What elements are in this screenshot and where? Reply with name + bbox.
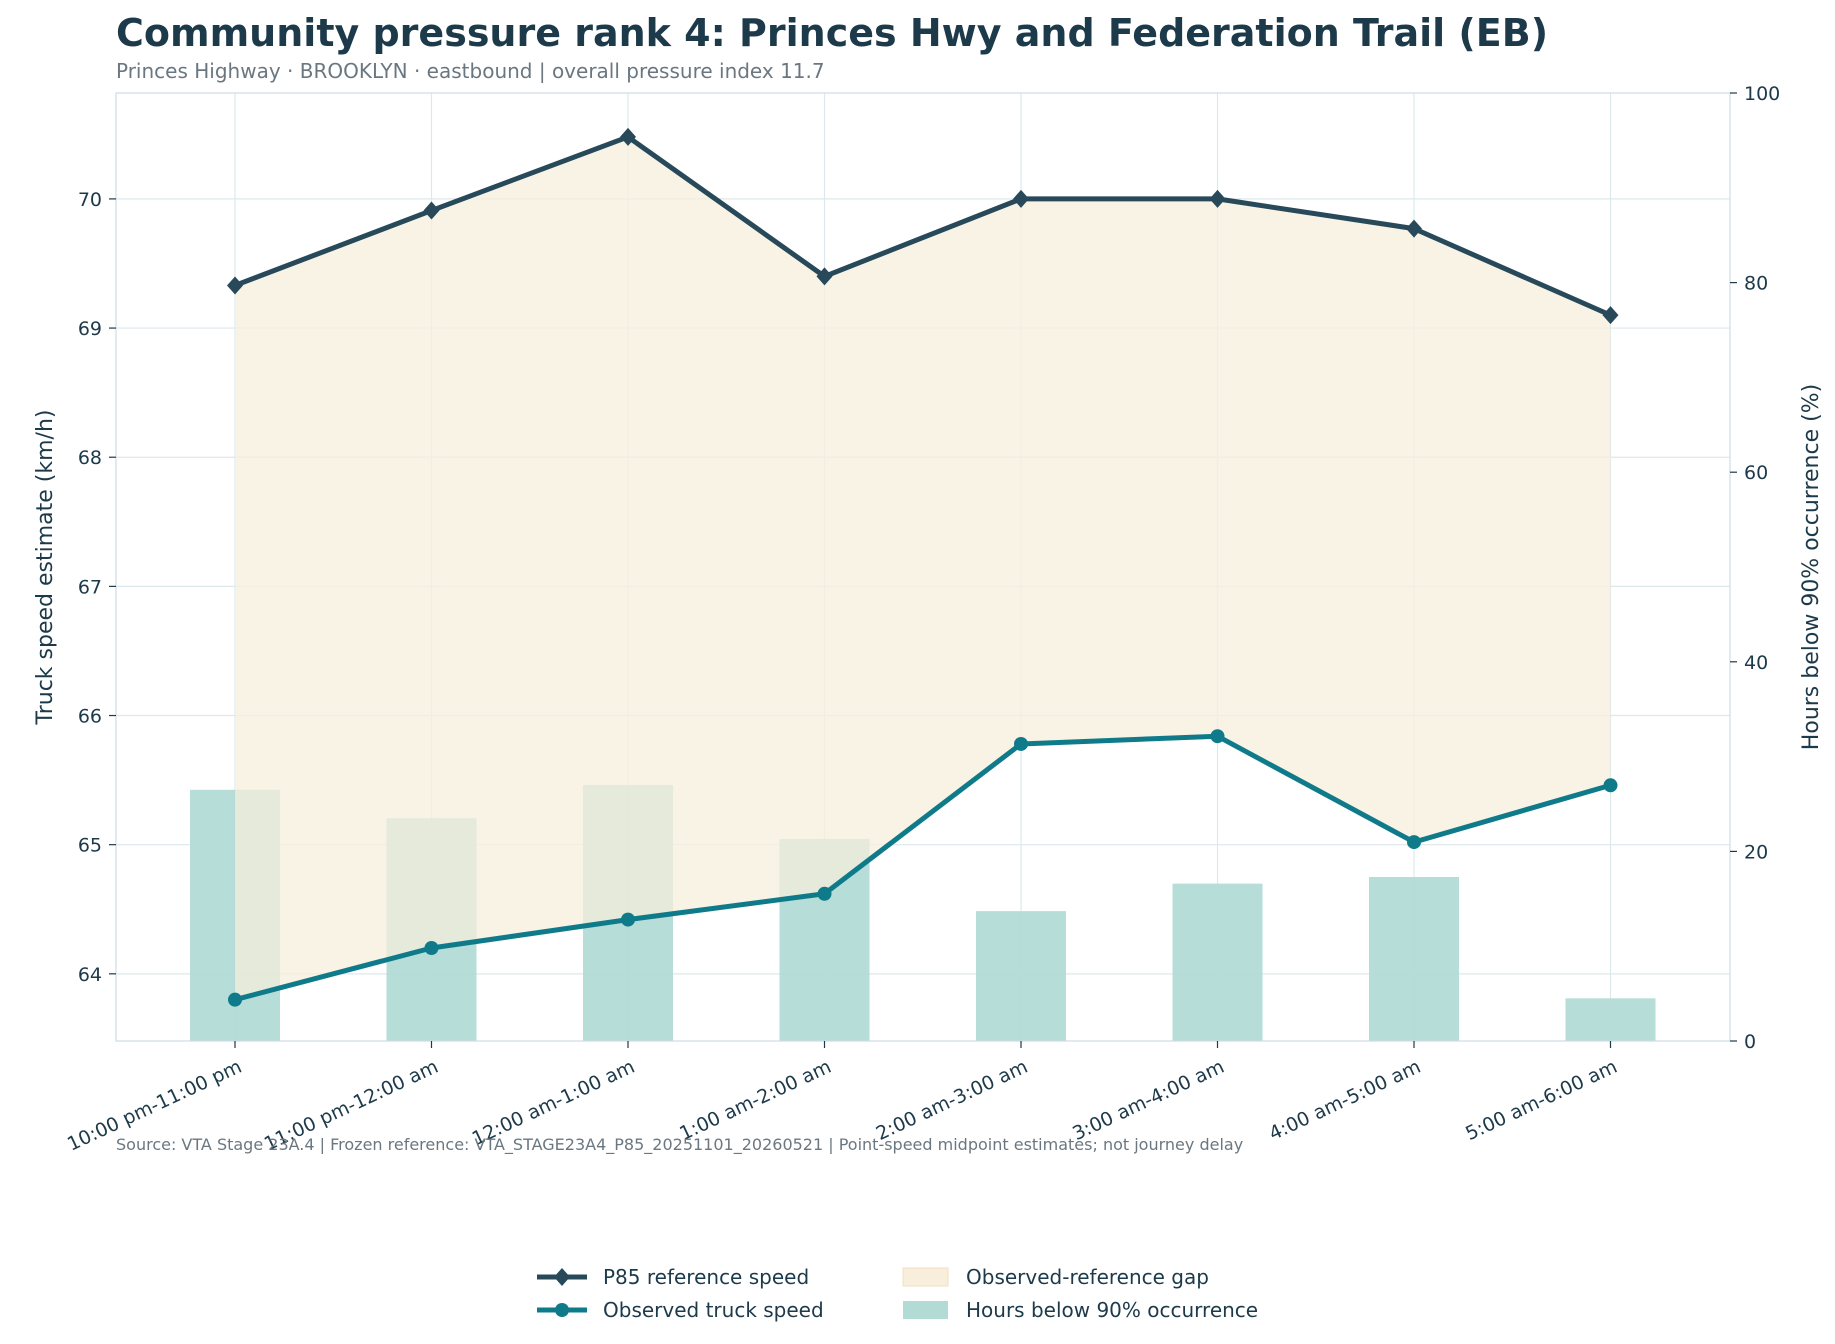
p85-reference-point: [816, 267, 833, 286]
y-right-tick-label: 40: [1744, 652, 1768, 674]
y-tick-label: 67: [78, 576, 102, 598]
chart-subtitle: Princes Highway · BROOKLYN · eastbound |…: [116, 59, 825, 83]
p85-reference-point: [423, 201, 440, 220]
line-series: [227, 127, 1619, 1007]
y-axis-right-label: Hours below 90% occurrence (%): [1799, 384, 1824, 750]
legend-label-bars: Hours below 90% occurrence: [966, 1298, 1258, 1322]
observed-speed-point: [1210, 729, 1225, 744]
bar: [976, 911, 1066, 1041]
observed-speed-point: [817, 886, 832, 901]
p85-reference-point: [1406, 219, 1422, 238]
legend-swatch-bars: [903, 1301, 948, 1319]
p85-reference-line: [234, 134, 1612, 318]
y-tick-label: 66: [78, 706, 102, 728]
y-right-tick-label: 20: [1744, 841, 1768, 863]
legend-marker-p85: [554, 1268, 570, 1286]
legend-label-p85: P85 reference speed: [603, 1265, 809, 1289]
legend-label-gap: Observed-reference gap: [966, 1265, 1209, 1289]
y-right-tick-label: 60: [1744, 462, 1768, 484]
p85-reference-point: [227, 276, 243, 295]
p85-reference-point: [1602, 306, 1619, 325]
source-note: Source: VTA Stage 23A.4 | Frozen referen…: [116, 1135, 1243, 1155]
y-tick-label: 70: [78, 189, 102, 211]
observed-speed-line: [234, 733, 1612, 1003]
x-tick-label: 1:00 am-2:00 am: [676, 1056, 834, 1145]
gap-area: [235, 136, 1611, 1000]
bar: [1565, 998, 1656, 1041]
observed-speed-point: [1603, 778, 1618, 793]
y-tick-label: 64: [78, 964, 102, 986]
legend: P85 reference speed Observed truck speed O…: [537, 1265, 1258, 1322]
gap-fill: [235, 136, 1611, 1000]
p85-reference-point: [1013, 189, 1029, 208]
x-tick-label: 3:00 am-4:00 am: [1069, 1056, 1227, 1145]
bar: [1369, 876, 1459, 1041]
y-tick-label: 65: [78, 835, 102, 857]
chart-title: Community pressure rank 4: Princes Hwy a…: [116, 11, 1548, 55]
y-tick-label: 68: [78, 447, 102, 469]
x-tick-label: 4:00 am-5:00 am: [1266, 1056, 1424, 1145]
observed-speed-point: [1407, 835, 1421, 850]
observed-speed-point: [621, 912, 635, 927]
legend-label-observed: Observed truck speed: [603, 1298, 824, 1322]
p85-reference-point: [1209, 189, 1226, 208]
x-tick-label: 2:00 am-3:00 am: [873, 1056, 1031, 1145]
observed-speed-point: [1014, 736, 1028, 751]
plot-frame: [115, 92, 1731, 1042]
p85-reference-point: [620, 127, 636, 146]
observed-speed-point: [424, 941, 439, 956]
y-right-tick-label: 100: [1744, 83, 1780, 105]
y-axis-label: Truck speed estimate (km/h): [33, 410, 58, 726]
bar: [1172, 883, 1263, 1041]
y-tick-label: 69: [78, 318, 102, 340]
observed-speed-point: [228, 992, 242, 1007]
legend-marker-observed: [555, 1303, 569, 1317]
legend-swatch-gap: [902, 1267, 949, 1287]
y-right-tick-label: 0: [1744, 1031, 1756, 1053]
x-tick-label: 5:00 am-6:00 am: [1462, 1056, 1620, 1145]
y-right-tick-label: 80: [1744, 273, 1768, 295]
